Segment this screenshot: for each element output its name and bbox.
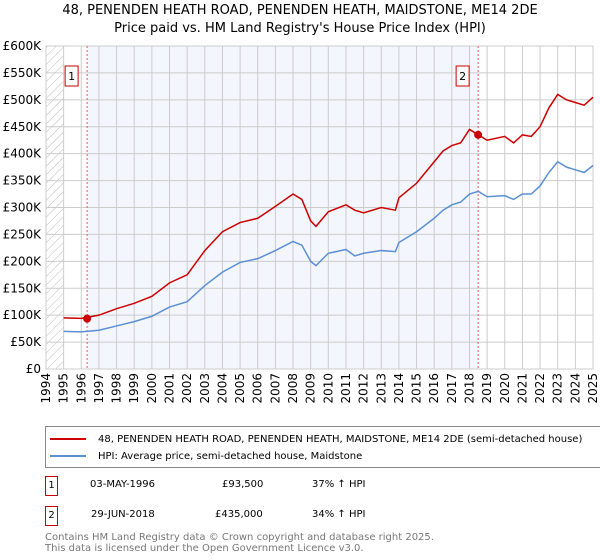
property-price-line <box>63 93 594 320</box>
sale-row-1: 1 03-MAY-1996 £93,500 37% ↑ HPI <box>45 476 445 496</box>
x-tick-label: 2022 <box>533 373 547 404</box>
y-tick-label: £150K <box>3 281 43 295</box>
x-tick-label: 2023 <box>551 373 565 404</box>
sale-date: 29-JUN-2018 <box>91 509 155 520</box>
footer: Contains HM Land Registry data © Crown c… <box>45 532 434 554</box>
sale-price: £435,000 <box>215 509 263 520</box>
x-tick-label: 2011 <box>339 373 353 404</box>
x-tick-label: 2015 <box>410 373 424 404</box>
x-tick-label: 2000 <box>145 373 159 404</box>
sale-date: 03-MAY-1996 <box>90 479 156 490</box>
footer-line-2: This data is licensed under the Open Gov… <box>45 543 364 554</box>
legend: 48, PENENDEN HEATH ROAD, PENENDEN HEATH,… <box>45 426 600 468</box>
sale-hpi: 37% ↑ HPI <box>312 479 366 490</box>
y-tick-label: £200K <box>3 254 43 268</box>
x-tick-label: 2016 <box>427 373 441 404</box>
sale-row-2: 2 29-JUN-2018 £435,000 34% ↑ HPI <box>45 506 445 526</box>
title-line-1: 48, PENENDEN HEATH ROAD, PENENDEN HEATH,… <box>62 3 538 18</box>
hpi-line <box>63 160 594 333</box>
sale-price: £93,500 <box>222 479 264 490</box>
x-tick-label: 2008 <box>286 373 300 404</box>
y-tick-label: £0 <box>26 362 41 376</box>
chart-title: 48, PENENDEN HEATH ROAD, PENENDEN HEATH,… <box>0 2 600 38</box>
x-tick-label: 2009 <box>304 373 318 404</box>
y-tick-label: £450K <box>3 120 43 134</box>
sale-point <box>83 314 92 323</box>
y-tick-label: £50K <box>10 335 42 349</box>
sale-badge: 2 <box>45 506 58 526</box>
y-tick-label: £600K <box>3 39 43 53</box>
y-tick-label: £250K <box>3 227 43 241</box>
x-tick-label: 1995 <box>57 373 71 404</box>
y-tick-label: £300K <box>3 201 43 215</box>
x-tick-label: 2006 <box>251 373 265 404</box>
x-tick-label: 2004 <box>215 373 229 404</box>
sale-hpi: 34% ↑ HPI <box>312 509 366 520</box>
x-tick-label: 2007 <box>268 373 282 404</box>
x-tick-label: 2020 <box>498 373 512 404</box>
x-tick-label: 2001 <box>163 373 177 404</box>
sale-badge: 1 <box>45 476 58 496</box>
x-tick-label: 2018 <box>462 373 476 404</box>
y-tick-label: £400K <box>3 147 43 161</box>
x-tick-label: 2025 <box>586 373 600 404</box>
x-tick-label: 1996 <box>74 373 88 404</box>
x-tick-label: 2005 <box>233 373 247 404</box>
sale-label-box <box>64 65 79 87</box>
price-chart: £0 £50K £100K £150K £200K £250K £300K £350K £400… <box>3 39 600 404</box>
x-tick-label: 1999 <box>127 373 141 404</box>
x-tick-label: 2013 <box>374 373 388 404</box>
blue-line-swatch <box>50 455 86 457</box>
sale-point <box>474 130 483 139</box>
sale-label-box <box>455 65 470 87</box>
y-tick-label: £550K <box>3 66 43 80</box>
footer-line-1: Contains HM Land Registry data © Crown c… <box>45 532 434 543</box>
legend-item-property: 48, PENENDEN HEATH ROAD, PENENDEN HEATH,… <box>46 431 582 447</box>
sale-label: 2 <box>459 70 466 83</box>
red-line-swatch <box>50 438 86 440</box>
x-tick-label: 2021 <box>515 373 529 404</box>
y-tick-label: £100K <box>3 308 43 322</box>
x-tick-label: 2010 <box>321 373 335 404</box>
x-tick-label: 2003 <box>198 373 212 404</box>
x-tick-label: 2017 <box>445 373 459 404</box>
x-tick-label: 1998 <box>110 373 124 404</box>
legend-item-hpi: HPI: Average price, semi-detached house,… <box>46 448 362 464</box>
x-tick-label: 1997 <box>92 373 106 404</box>
sale-label: 1 <box>68 70 75 83</box>
x-tick-label: 2024 <box>568 373 582 404</box>
y-tick-label: £350K <box>3 174 43 188</box>
title-line-2: Price paid vs. HM Land Registry's House … <box>114 21 486 36</box>
x-tick-label: 2002 <box>180 373 194 404</box>
legend-label-hpi: HPI: Average price, semi-detached house,… <box>98 450 363 462</box>
x-tick-label: 2014 <box>392 373 406 404</box>
x-tick-label: 2019 <box>480 373 494 404</box>
x-tick-label: 1994 <box>39 373 53 404</box>
y-tick-label: £500K <box>3 93 43 107</box>
x-tick-label: 2012 <box>357 373 371 404</box>
legend-label-property: 48, PENENDEN HEATH ROAD, PENENDEN HEATH,… <box>98 433 583 445</box>
